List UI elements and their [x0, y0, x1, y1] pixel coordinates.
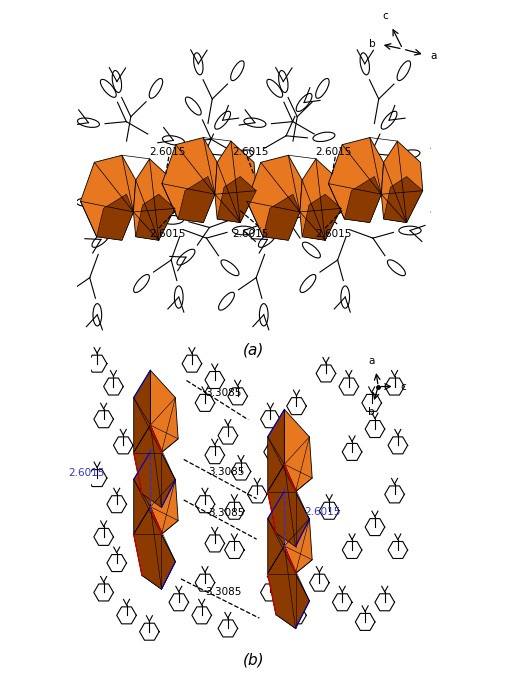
- Text: 3.3085: 3.3085: [205, 388, 241, 398]
- Polygon shape: [263, 194, 300, 240]
- Text: 2.6015: 2.6015: [232, 229, 269, 239]
- Polygon shape: [284, 409, 312, 492]
- Polygon shape: [134, 425, 175, 507]
- Polygon shape: [215, 141, 257, 223]
- Polygon shape: [268, 409, 284, 492]
- Text: 2.6015: 2.6015: [149, 146, 185, 157]
- Text: 2.6015: 2.6015: [232, 146, 269, 157]
- Text: c: c: [400, 381, 406, 392]
- Polygon shape: [134, 507, 175, 589]
- Polygon shape: [178, 176, 215, 223]
- Text: 2.6015: 2.6015: [304, 507, 340, 518]
- Text: c: c: [383, 12, 388, 21]
- Text: 2.6015: 2.6015: [68, 468, 105, 478]
- Polygon shape: [80, 155, 136, 240]
- Text: 3.3085: 3.3085: [208, 467, 244, 477]
- Text: (a): (a): [243, 342, 265, 357]
- Text: b: b: [369, 39, 375, 48]
- Polygon shape: [134, 159, 175, 240]
- Polygon shape: [162, 138, 217, 223]
- Polygon shape: [136, 194, 175, 240]
- Polygon shape: [300, 159, 341, 240]
- Polygon shape: [217, 176, 257, 223]
- Text: a: a: [430, 51, 436, 61]
- Text: 2.6015: 2.6015: [315, 146, 352, 157]
- Polygon shape: [97, 194, 134, 240]
- Polygon shape: [284, 491, 312, 573]
- Polygon shape: [134, 425, 175, 507]
- Polygon shape: [268, 546, 309, 629]
- Polygon shape: [268, 546, 309, 629]
- Polygon shape: [134, 452, 150, 535]
- Text: (b): (b): [243, 652, 265, 667]
- Polygon shape: [344, 176, 382, 223]
- Polygon shape: [150, 370, 178, 453]
- Polygon shape: [382, 141, 423, 223]
- Polygon shape: [247, 155, 302, 240]
- Polygon shape: [302, 194, 341, 240]
- Polygon shape: [328, 138, 384, 223]
- Text: a: a: [368, 356, 375, 366]
- Polygon shape: [134, 370, 150, 453]
- Polygon shape: [150, 452, 178, 535]
- Text: 3.3085: 3.3085: [205, 586, 241, 597]
- Polygon shape: [384, 176, 423, 223]
- Polygon shape: [268, 464, 309, 547]
- Text: b: b: [368, 407, 375, 417]
- Text: 2.6015: 2.6015: [315, 229, 352, 239]
- Polygon shape: [268, 464, 309, 547]
- Text: 3.3085: 3.3085: [208, 508, 244, 518]
- Polygon shape: [134, 507, 175, 589]
- Text: 2.6015: 2.6015: [149, 229, 185, 239]
- Polygon shape: [268, 491, 284, 573]
